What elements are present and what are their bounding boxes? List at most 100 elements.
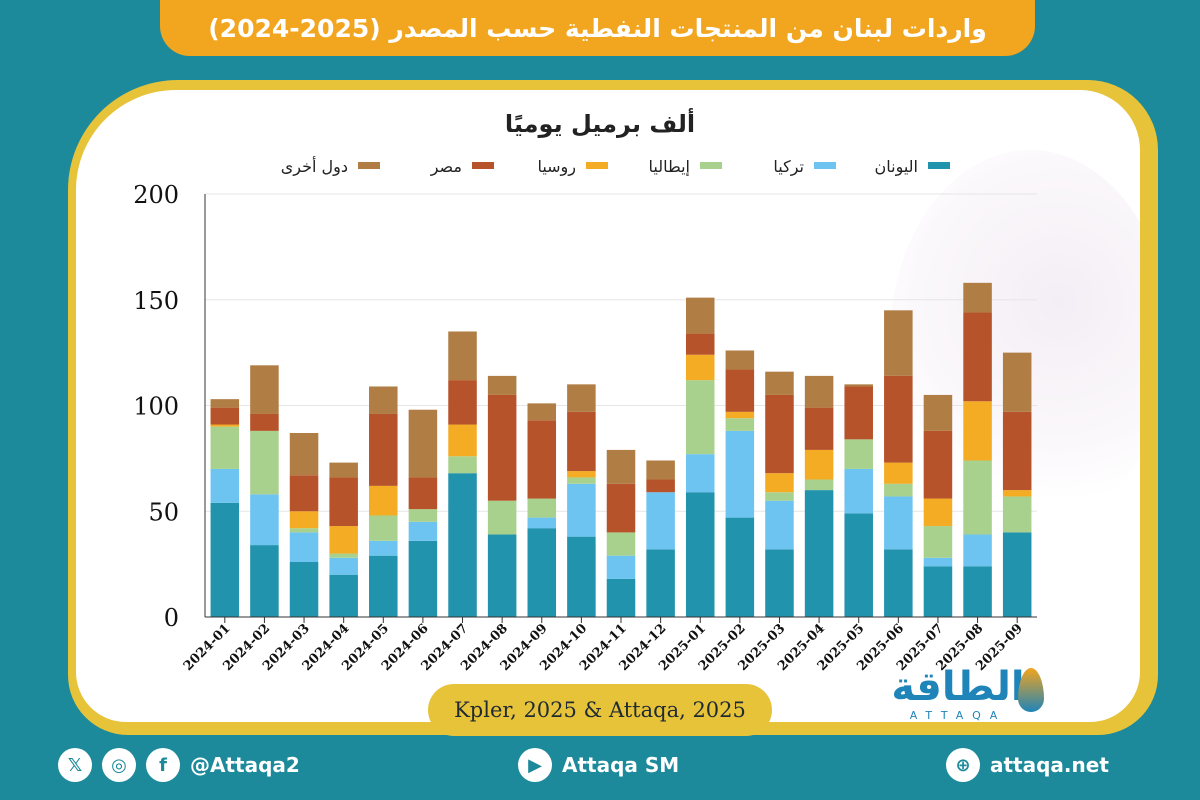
website-group: ⊕ attaqa.net <box>946 748 1109 782</box>
instagram-icon[interactable]: ◎ <box>102 748 136 782</box>
youtube-icon[interactable]: ▶ <box>518 748 552 782</box>
bar-segment <box>765 394 794 474</box>
bar-segment <box>765 500 794 550</box>
social-handle[interactable]: @Attaqa2 <box>190 753 300 777</box>
y-axis-label: ألف برميل يوميًا <box>505 108 695 138</box>
logo-latin: ATTAQA <box>909 708 1007 722</box>
bar-segment <box>804 375 834 408</box>
bar-segment <box>963 534 992 567</box>
bar-segment <box>408 409 438 478</box>
y-tick-label: 200 <box>133 181 179 209</box>
bar-segment <box>487 534 517 617</box>
bar-segment <box>210 468 240 503</box>
legend-swatch <box>814 162 836 169</box>
source-label: Kpler, 2025 & Attaqa, 2025 <box>428 684 772 736</box>
x-icon[interactable]: 𝕏 <box>58 748 92 782</box>
legend-label: روسيا <box>537 157 576 177</box>
bar-segment <box>606 483 636 533</box>
bar-segment <box>606 555 636 579</box>
bar-segment <box>963 401 992 461</box>
bar-segment <box>1002 490 1032 497</box>
bar-segment <box>329 477 358 527</box>
bar-segment <box>448 473 477 617</box>
bar-segment <box>369 413 398 486</box>
globe-icon[interactable]: ⊕ <box>946 748 980 782</box>
bar-segment <box>567 411 596 472</box>
bar-segment <box>487 500 517 535</box>
bar-segment <box>725 350 755 370</box>
bar-segment <box>884 496 913 550</box>
bar-segment <box>527 403 557 421</box>
bar-segment <box>606 449 636 484</box>
bar-segment <box>685 492 715 617</box>
bar-segment <box>408 521 438 541</box>
bar-segment <box>725 369 755 412</box>
bar-segment <box>289 432 319 476</box>
website-link[interactable]: attaqa.net <box>990 753 1109 777</box>
bar-segment <box>329 553 358 558</box>
legend-label: مصر <box>430 157 462 177</box>
legend-label: اليونان <box>875 157 919 177</box>
bar-segment <box>369 515 398 541</box>
bar-segment <box>844 384 873 387</box>
bar-segment <box>289 511 319 529</box>
bars <box>210 282 1032 617</box>
bar-segment <box>804 407 834 450</box>
bar-segment <box>963 312 992 402</box>
bar-segment <box>1002 352 1032 412</box>
bar-segment <box>963 282 992 313</box>
bar-segment <box>567 536 596 617</box>
chart-title: واردات لبنان من المنتجات النفطية حسب الم… <box>208 13 987 43</box>
bar-segment <box>844 386 873 440</box>
bar-segment <box>527 517 557 529</box>
bar-segment <box>844 513 873 617</box>
bar-segment <box>210 407 240 425</box>
bar-segment <box>210 399 240 408</box>
legend-swatch <box>928 162 950 169</box>
bar-segment <box>685 354 715 381</box>
bar-segment <box>725 430 755 518</box>
y-tick-label: 100 <box>133 393 179 421</box>
bar-segment <box>606 532 636 556</box>
bar-segment <box>210 426 240 469</box>
facebook-icon[interactable]: f <box>146 748 180 782</box>
bar-segment <box>685 454 715 493</box>
bar-segment <box>765 549 794 617</box>
bar-segment <box>725 517 755 617</box>
y-tick-label: 150 <box>133 287 179 315</box>
bar-segment <box>646 460 675 480</box>
bar-segment <box>250 494 279 546</box>
bar-segment <box>765 492 794 501</box>
y-tick-label: 50 <box>148 498 179 526</box>
bar-segment <box>765 473 794 493</box>
bar-segment <box>329 574 358 617</box>
bar-segment <box>884 483 913 497</box>
legend-label: إيطاليا <box>649 157 690 176</box>
bar-segment <box>448 380 477 425</box>
bar-segment <box>646 549 675 617</box>
attaqa-logo: الطاقة ATTAQA <box>868 660 1048 726</box>
bar-segment <box>646 492 675 550</box>
youtube-handle[interactable]: Attaqa SM <box>562 753 680 777</box>
bar-segment <box>448 424 477 457</box>
bar-segment <box>210 502 240 617</box>
bar-segment <box>923 498 953 527</box>
y-tick-labels: 0 50 100 150 200 <box>133 181 179 632</box>
bar-segment <box>527 420 557 499</box>
bar-segment <box>923 526 953 558</box>
bar-segment <box>884 375 913 463</box>
y-tick-label: 0 <box>164 604 179 632</box>
bar-segment <box>646 479 675 493</box>
bar-segment <box>369 386 398 414</box>
bar-segment <box>884 549 913 617</box>
source-text: Kpler, 2025 & Attaqa, 2025 <box>454 698 746 722</box>
bar-segment <box>369 555 398 617</box>
bar-segment <box>725 411 755 419</box>
bar-segment <box>685 297 715 334</box>
legend-swatch <box>700 162 722 169</box>
legend-label: تركيا <box>773 157 804 177</box>
bar-segment <box>408 509 438 522</box>
legend-swatch <box>472 162 494 169</box>
drop-icon <box>1018 668 1044 712</box>
